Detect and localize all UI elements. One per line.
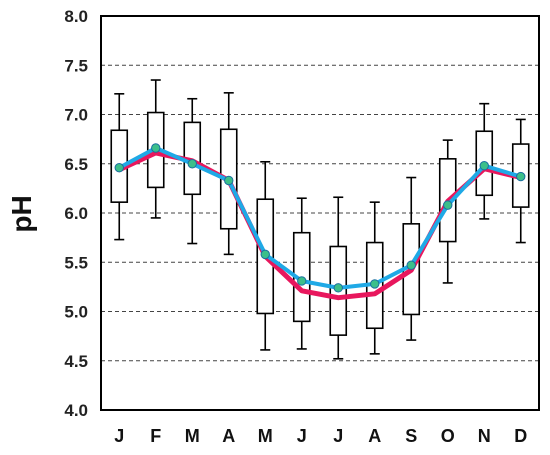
y-axis-label: pH: [6, 195, 37, 232]
x-tick-label: M: [258, 426, 273, 446]
y-tick-label: 4.0: [64, 401, 88, 420]
series-marker: [260, 249, 270, 260]
box-plot: [329, 196, 348, 360]
series-line: [116, 150, 524, 301]
box-plot: [183, 97, 202, 245]
series-marker: [224, 175, 234, 186]
x-tick-label: N: [478, 426, 491, 446]
x-tick-label: D: [514, 426, 527, 446]
series-marker: [516, 171, 526, 182]
plot-frame: [100, 15, 540, 411]
series-marker: [187, 159, 197, 169]
series-line: [117, 146, 523, 290]
series-marker: [297, 276, 307, 286]
y-tick-label: 7.0: [64, 106, 88, 125]
x-tick-label: S: [405, 426, 417, 446]
series-marker: [479, 161, 489, 171]
series-marker: [114, 162, 124, 173]
series-marker: [370, 279, 380, 289]
y-tick-label: 8.0: [64, 7, 88, 26]
series-markers: [114, 143, 526, 293]
series-marker: [406, 260, 416, 270]
x-tick-label: A: [368, 426, 381, 446]
y-tick-label: 7.5: [64, 56, 88, 75]
series-marker: [443, 200, 453, 210]
x-tick-label: F: [150, 426, 161, 446]
y-tick-label: 4.5: [64, 352, 88, 371]
box-plot: [292, 197, 311, 350]
y-tick-label: 5.5: [64, 253, 88, 272]
series-marker: [151, 143, 161, 153]
series-marker: [333, 283, 343, 293]
y-tick-label: 6.5: [64, 155, 88, 174]
y-tick-labels: 4.0 4.5 5.0 5.5 6.0 6.5 7.0 7.5 8.0: [64, 7, 88, 420]
x-tick-label: A: [222, 426, 235, 446]
box-plot: [365, 201, 384, 355]
box-plots: [110, 79, 530, 360]
x-tick-label: J: [333, 426, 343, 446]
y-tick-label: 5.0: [64, 303, 88, 322]
x-tick-label: J: [114, 426, 124, 446]
x-tick-label: O: [441, 426, 455, 446]
y-tick-label: 6.0: [64, 204, 88, 223]
box-plot: [219, 92, 238, 256]
x-tick-label: M: [185, 426, 200, 446]
series-lines: [116, 146, 524, 301]
grid-lines: [101, 64, 539, 362]
x-tick-label: J: [297, 426, 307, 446]
